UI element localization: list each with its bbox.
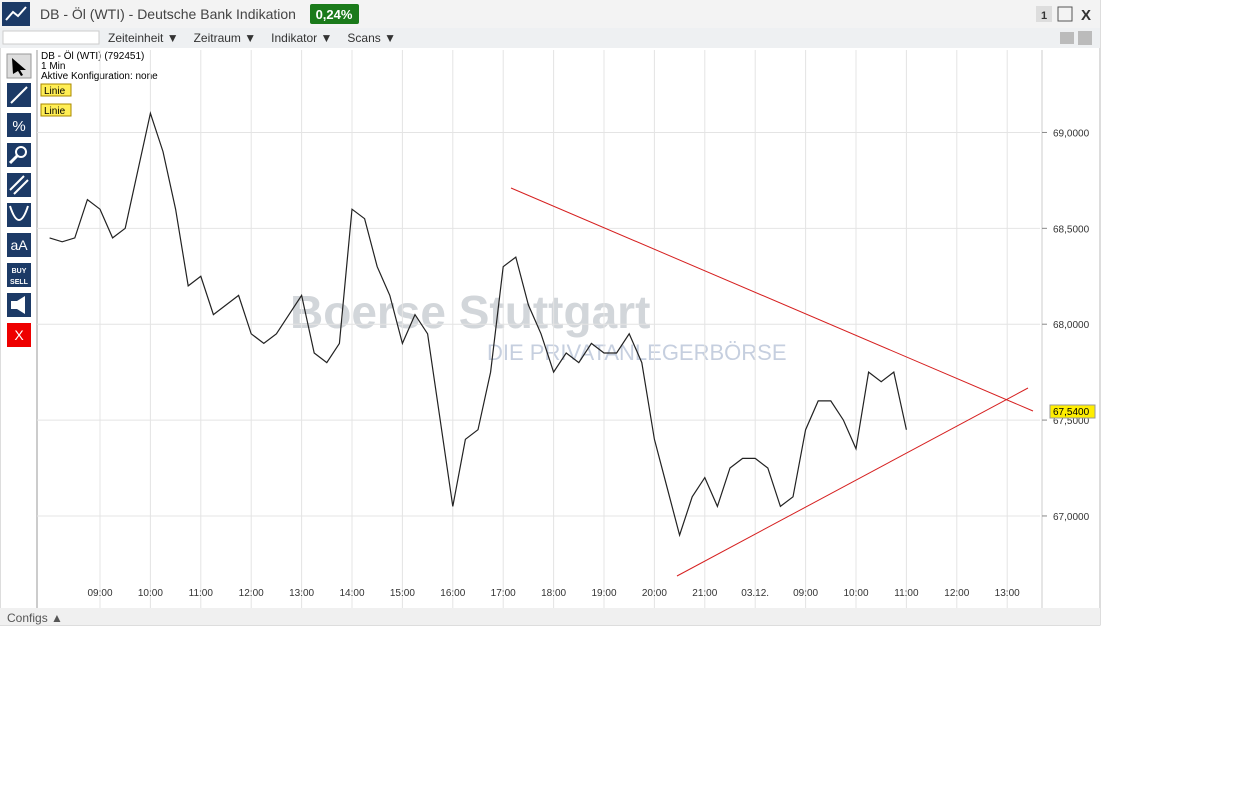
menu-item[interactable]: Indikator ▼ — [271, 31, 332, 45]
window — [0, 0, 1101, 626]
app-icon-glyph — [5, 6, 27, 21]
x-tick-label: 16:00 — [440, 588, 465, 599]
menu-bar — [0, 28, 1100, 48]
x-tick-label: 12:00 — [944, 588, 969, 599]
x-tick-label: 20:00 — [642, 588, 667, 599]
tool-icon: % — [12, 118, 25, 135]
chart-name: DB - Öl (WTI) (792451) — [41, 50, 144, 62]
tool-buy: BUY — [12, 268, 27, 275]
y-tick-label: 69,0000 — [1053, 128, 1090, 139]
menu-item[interactable]: Zeiteinheit ▼ — [108, 31, 179, 45]
badge-text: 0,24% — [316, 7, 353, 22]
tool[interactable] — [7, 233, 31, 257]
price-tag — [1049, 404, 1096, 419]
watermark-brand: Boerse Stuttgart — [290, 286, 650, 338]
x-tick-label: 17:00 — [491, 588, 516, 599]
x-tick-label: 10:00 — [138, 588, 163, 599]
trendline[interactable] — [510, 187, 1034, 412]
save[interactable] — [1078, 31, 1092, 45]
price-line — [49, 111, 907, 538]
button[interactable] — [1036, 6, 1052, 22]
search[interactable] — [2, 30, 100, 45]
x-tick-label: 12:00 — [239, 588, 264, 599]
tool-sell: SELL — [10, 279, 29, 286]
badge — [310, 4, 359, 24]
tool[interactable] — [7, 173, 31, 197]
tool-icon — [11, 296, 25, 314]
tool-icon — [12, 58, 26, 76]
tool-icon — [10, 86, 28, 104]
tag[interactable] — [40, 103, 72, 117]
x-tick-label: 15:00 — [390, 588, 415, 599]
x-tick-label: 13:00 — [995, 588, 1020, 599]
x-tick-label: 03.12. — [741, 588, 769, 599]
last-price: 67,5400 — [1053, 407, 1090, 418]
x-tick-label: 21:00 — [692, 588, 717, 599]
x-tick-label: 13:00 — [289, 588, 314, 599]
footer — [0, 608, 1100, 625]
x-tick-label: 19:00 — [591, 588, 616, 599]
tool[interactable] — [7, 323, 31, 347]
close[interactable]: X — [1081, 7, 1091, 24]
folder[interactable] — [1060, 32, 1074, 44]
toolbar: % aA BUY SELL X — [6, 53, 32, 347]
x-tick-label: 18:00 — [541, 588, 566, 599]
y-tick-label: 68,0000 — [1053, 320, 1090, 331]
tool-text: aA — [10, 237, 28, 253]
tag-label[interactable]: Linie — [44, 106, 66, 117]
y-tick-label: 67,0000 — [1053, 512, 1090, 523]
maximize[interactable] — [1057, 6, 1073, 22]
tool[interactable] — [6, 53, 32, 79]
tool-delete: X — [14, 327, 24, 343]
menu-item[interactable]: Zeitraum ▼ — [194, 31, 257, 45]
y-tick-label: 68,5000 — [1053, 224, 1090, 235]
tag[interactable] — [40, 83, 72, 97]
configs[interactable]: Configs ▲ — [7, 611, 63, 625]
x-tick-label: 14:00 — [339, 588, 364, 599]
x-tick-label: 10:00 — [843, 588, 868, 599]
trendline[interactable] — [676, 387, 1029, 577]
tool-icon — [15, 146, 27, 158]
tag-label[interactable]: Linie — [44, 86, 66, 97]
tool[interactable] — [7, 263, 31, 287]
tool[interactable] — [7, 113, 31, 137]
tool-icon — [9, 175, 29, 195]
x-tick-label: 09:00 — [793, 588, 818, 599]
tool-icon — [9, 205, 29, 221]
menu-item[interactable]: Scans ▼ — [347, 31, 396, 45]
y-tick-label: 67,5000 — [1053, 416, 1090, 427]
title-bar — [0, 0, 1100, 28]
chart-interval: 1 Min — [41, 61, 65, 72]
window-title: DB - Öl (WTI) - Deutsche Bank Indikation — [40, 5, 296, 22]
button-label[interactable]: 1 — [1041, 10, 1047, 22]
tool-icon — [8, 154, 19, 165]
x-tick-label: 11:00 — [189, 588, 214, 599]
x-tick-label: 11:00 — [894, 588, 919, 599]
x-tick-label: 09:00 — [87, 588, 112, 599]
